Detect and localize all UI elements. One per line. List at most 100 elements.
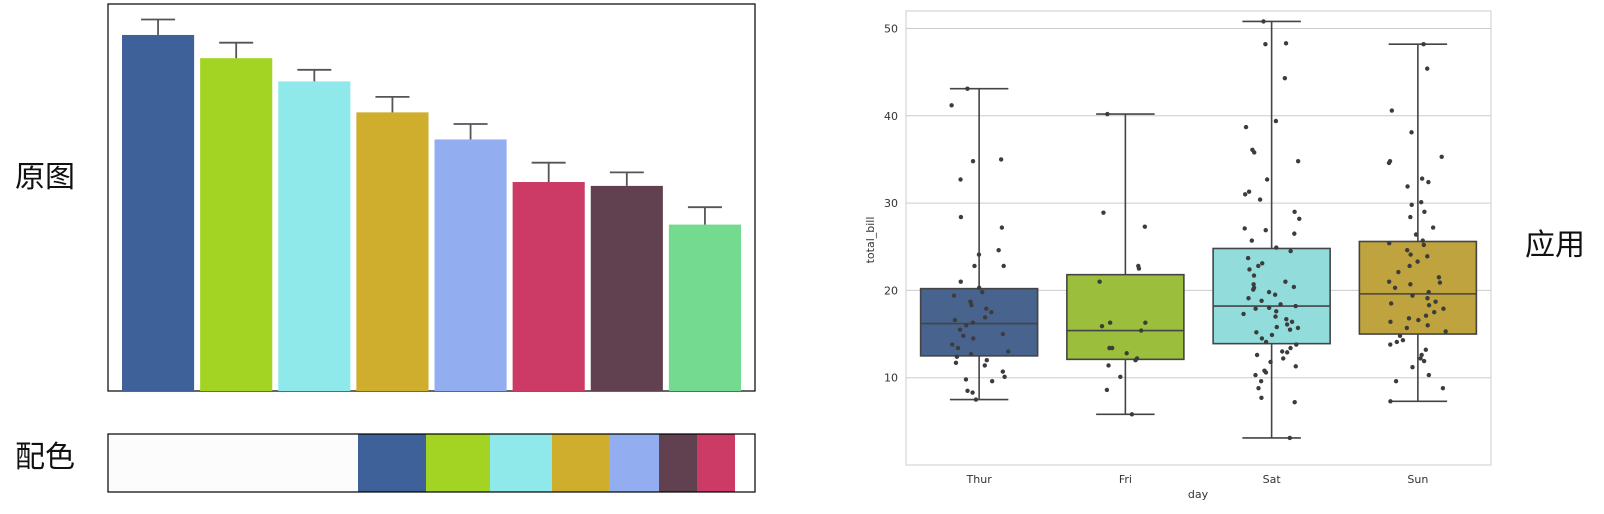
data-point <box>1389 108 1395 113</box>
data-point <box>957 327 963 332</box>
data-point <box>996 248 1001 253</box>
data-point <box>1251 282 1256 287</box>
data-point <box>1425 254 1430 259</box>
data-point <box>1425 66 1430 71</box>
palette-strip <box>107 433 756 493</box>
box <box>1212 247 1331 345</box>
data-point <box>1426 303 1432 308</box>
data-point <box>1423 313 1429 318</box>
data-point <box>1246 296 1251 301</box>
data-point <box>970 158 976 164</box>
y-axis-title: total_bill <box>864 217 877 264</box>
data-point <box>1393 378 1399 384</box>
box <box>1066 273 1185 361</box>
data-point <box>1274 309 1279 314</box>
data-point <box>1404 325 1410 331</box>
data-point <box>1273 314 1278 319</box>
data-point <box>950 342 955 347</box>
data-point <box>1282 76 1288 81</box>
data-point <box>1138 328 1144 333</box>
data-point <box>968 299 973 304</box>
data-point <box>1106 363 1111 368</box>
data-point <box>1242 226 1247 231</box>
data-point <box>1109 345 1115 351</box>
data-point <box>1394 339 1400 345</box>
data-point <box>1405 184 1410 189</box>
data-point <box>1388 301 1394 306</box>
data-point <box>973 397 979 402</box>
x-axis-title: day <box>1188 488 1209 501</box>
data-point <box>1253 372 1258 378</box>
data-point <box>1422 209 1427 215</box>
data-point <box>1259 298 1264 304</box>
data-point <box>1258 378 1264 384</box>
data-point <box>1118 374 1123 380</box>
data-point <box>1292 209 1297 215</box>
data-point <box>989 310 994 315</box>
palette-swatch <box>108 434 358 492</box>
bar <box>668 224 741 391</box>
data-point <box>954 354 960 359</box>
data-point <box>970 390 975 395</box>
x-tick-label: Thur <box>966 473 993 486</box>
data-point <box>1426 372 1432 378</box>
palette-swatch <box>697 434 735 492</box>
data-point <box>1246 189 1252 194</box>
data-point <box>976 252 982 257</box>
data-point <box>961 333 966 338</box>
data-point <box>963 377 969 382</box>
data-point <box>976 285 982 290</box>
palette-swatch <box>609 434 659 492</box>
data-point <box>1408 252 1413 257</box>
data-point <box>1006 349 1011 354</box>
data-point <box>1251 285 1257 290</box>
data-point <box>1002 374 1007 380</box>
data-point <box>1292 231 1297 236</box>
data-point <box>1241 311 1246 317</box>
data-point <box>1129 412 1135 417</box>
data-point <box>1263 227 1268 233</box>
x-tick-label: Sun <box>1407 473 1428 486</box>
data-point <box>1409 202 1414 208</box>
data-point <box>1421 358 1427 364</box>
data-point <box>1292 399 1297 405</box>
data-point <box>1386 279 1392 284</box>
data-point <box>1143 320 1148 325</box>
data-point <box>1273 118 1279 124</box>
data-point <box>998 157 1004 162</box>
data-point <box>1263 339 1269 345</box>
data-point <box>1259 395 1264 400</box>
data-point <box>1280 349 1285 354</box>
data-point <box>952 317 958 323</box>
bar <box>278 81 351 392</box>
data-point <box>1261 19 1266 24</box>
data-point <box>1259 336 1265 341</box>
data-point <box>980 289 985 295</box>
palette-label: 配色 <box>15 440 75 475</box>
bar-chart <box>107 3 756 392</box>
data-point <box>1288 345 1293 351</box>
data-point <box>982 315 988 320</box>
data-point <box>1269 332 1275 338</box>
data-point <box>1256 263 1261 269</box>
data-point <box>1284 322 1290 327</box>
y-tick-label: 20 <box>884 284 898 297</box>
data-point <box>1433 299 1438 304</box>
data-point <box>1388 399 1393 404</box>
data-point <box>965 388 970 393</box>
data-point <box>1245 255 1251 261</box>
bar-chart-frame <box>107 3 756 392</box>
y-tick-label: 50 <box>884 22 898 35</box>
x-tick-label: Sat <box>1263 473 1282 486</box>
data-point <box>1432 310 1437 315</box>
data-point <box>1410 365 1415 370</box>
data-point <box>970 320 976 325</box>
data-point <box>1266 305 1272 311</box>
data-point <box>1419 200 1424 205</box>
bar <box>434 139 507 391</box>
data-point <box>1430 225 1436 230</box>
data-point <box>1293 364 1298 369</box>
data-point <box>1278 302 1283 307</box>
y-tick-label: 40 <box>884 110 898 123</box>
data-point <box>1105 111 1110 117</box>
